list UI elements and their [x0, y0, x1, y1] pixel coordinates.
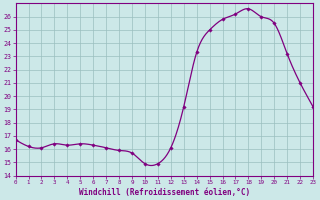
X-axis label: Windchill (Refroidissement éolien,°C): Windchill (Refroidissement éolien,°C): [79, 188, 250, 197]
